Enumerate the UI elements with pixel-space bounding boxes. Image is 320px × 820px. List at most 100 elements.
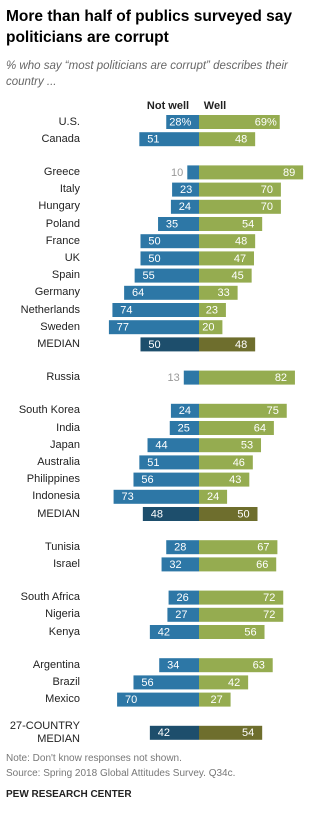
- value-label: 26: [176, 592, 188, 604]
- value-label: 89: [283, 167, 295, 179]
- value-label: 44: [155, 440, 167, 452]
- bar: [199, 370, 295, 385]
- bar: [117, 692, 199, 707]
- bar: [199, 455, 253, 470]
- bar: [139, 132, 199, 147]
- bar: [124, 285, 199, 300]
- value-label: 25: [178, 422, 190, 434]
- bar: [199, 540, 278, 555]
- bar: [172, 182, 199, 197]
- bar: [170, 403, 199, 418]
- bar: [133, 472, 199, 487]
- value-label: 56: [141, 677, 153, 689]
- value-label: 24: [179, 201, 191, 213]
- value-label: 48: [235, 236, 247, 248]
- bar: [140, 251, 199, 266]
- chart-page: Not well Well 28% 69% 51 48 10 89 23 70 24 70 35 54 50…: [6, 8, 304, 800]
- category-label: Poland: [45, 217, 80, 230]
- value-label: 70: [261, 184, 273, 196]
- category-label: Sweden: [40, 320, 80, 333]
- value-label: 50: [148, 236, 160, 248]
- bar: [108, 320, 199, 335]
- bar: [199, 182, 281, 197]
- value-label: 28%: [169, 116, 191, 128]
- bar: [142, 507, 199, 521]
- value-label: 51: [147, 134, 159, 146]
- median-label: MEDIAN: [37, 507, 80, 520]
- value-label: 82: [275, 372, 287, 384]
- bar: [199, 625, 265, 639]
- bar: [199, 132, 256, 147]
- category-label: France: [45, 234, 80, 247]
- bar: [140, 337, 199, 352]
- value-label: 64: [254, 422, 266, 434]
- median-label: MEDIAN: [37, 337, 80, 350]
- value-label: 43: [229, 474, 241, 486]
- bar: [113, 489, 199, 504]
- value-label: 42: [228, 677, 240, 689]
- category-label: Canada: [41, 132, 80, 145]
- value-label: 45: [232, 270, 244, 282]
- category-label: Russia: [46, 371, 80, 384]
- value-label: 33: [217, 287, 229, 299]
- bar: [159, 658, 199, 673]
- value-label: 56: [141, 474, 153, 486]
- median-label: 27-COUNTRY MEDIAN: [9, 719, 80, 745]
- value-label: 20: [202, 322, 214, 334]
- value-label: 66: [256, 559, 268, 571]
- bar: [167, 607, 199, 622]
- bar: [169, 421, 199, 435]
- value-label: 53: [241, 440, 253, 452]
- bar: [134, 268, 199, 283]
- bar: [199, 285, 238, 300]
- bar: [199, 438, 262, 453]
- category-label: UK: [64, 251, 80, 264]
- value-label: 77: [117, 322, 129, 334]
- legend-label: Not well: [147, 100, 189, 112]
- value-label: 46: [233, 457, 245, 469]
- category-label: Israel: [53, 557, 80, 570]
- value-label: 69%: [255, 116, 277, 128]
- value-label: 75: [267, 405, 279, 417]
- credit: PEW RESEARCH CENTER: [6, 789, 132, 800]
- value-label: 42: [158, 727, 170, 739]
- category-label: South Korea: [18, 404, 80, 417]
- source: Source: Spring 2018 Global Attitudes Sur…: [6, 768, 236, 779]
- value-label: 73: [121, 491, 133, 503]
- bar: [149, 625, 199, 639]
- category-label: Kenya: [48, 625, 80, 638]
- value-label: 24: [207, 491, 219, 503]
- category-label: Italy: [59, 183, 80, 196]
- category-label: Tunisia: [44, 540, 80, 553]
- value-label: 32: [169, 559, 181, 571]
- value-label: 70: [125, 694, 137, 706]
- bar: [199, 337, 256, 352]
- bar: [199, 320, 223, 335]
- value-label: 63: [253, 660, 265, 672]
- category-label: Germany: [34, 286, 80, 299]
- bar: [133, 675, 199, 690]
- value-label: 70: [261, 201, 273, 213]
- value-label: 56: [244, 626, 256, 638]
- bar: [183, 370, 199, 385]
- category-label: Philippines: [26, 473, 80, 486]
- value-label: 48: [235, 339, 247, 351]
- category-label: Nigeria: [45, 608, 80, 621]
- value-label: 48: [235, 134, 247, 146]
- category-label: Argentina: [32, 658, 80, 671]
- value-label: 67: [257, 542, 269, 554]
- category-label: Japan: [50, 438, 80, 451]
- category-label: Greece: [43, 165, 80, 178]
- value-label: 50: [148, 253, 160, 265]
- value-label: 74: [120, 304, 132, 316]
- value-label: 48: [151, 508, 163, 520]
- bar: [170, 199, 199, 214]
- bar: [199, 489, 228, 504]
- bar: [140, 234, 199, 249]
- value-label: 47: [234, 253, 246, 265]
- bar: [199, 115, 280, 129]
- value-label: 13: [168, 372, 180, 384]
- bar: [199, 421, 274, 435]
- bar: [199, 472, 250, 487]
- category-label: Brazil: [52, 675, 80, 688]
